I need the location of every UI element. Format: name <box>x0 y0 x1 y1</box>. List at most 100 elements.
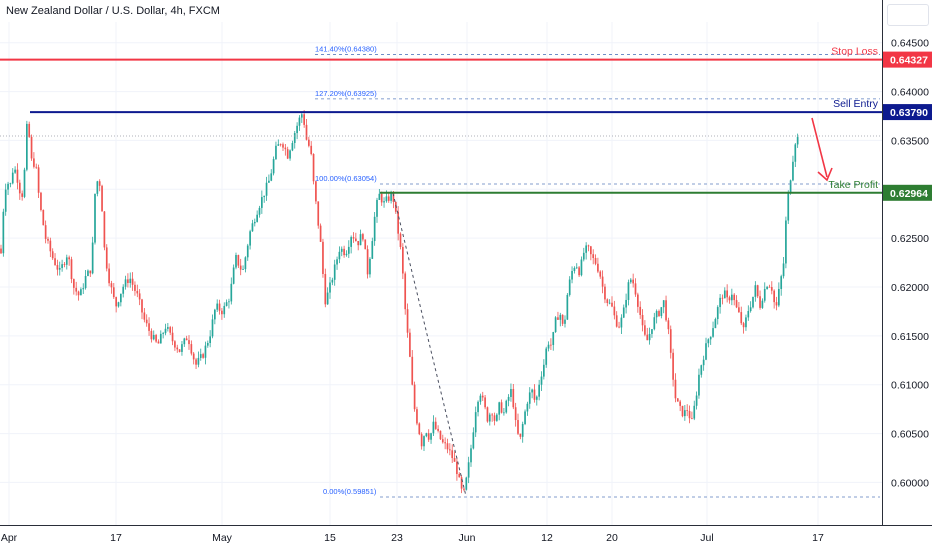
candle-body <box>197 357 200 365</box>
candle-body <box>521 424 524 437</box>
candle-body <box>265 182 268 196</box>
y-tick-label: 0.60000 <box>891 477 929 489</box>
candle-body <box>84 275 87 289</box>
candle-body <box>270 173 273 181</box>
candle-body <box>101 185 103 212</box>
candle-body <box>145 319 148 324</box>
candle-body <box>152 334 155 340</box>
candle-body <box>340 248 343 252</box>
candle-body <box>190 344 193 354</box>
candle-body <box>162 333 164 334</box>
candle-body <box>599 271 602 277</box>
candle-body <box>503 412 505 414</box>
candle-body <box>169 327 172 333</box>
candle-body <box>54 258 56 266</box>
scale-settings-button[interactable] <box>887 4 929 26</box>
y-tick-label: 0.62500 <box>891 233 929 245</box>
candle-body <box>484 397 486 408</box>
candle-body <box>514 407 517 421</box>
candle-body <box>427 433 430 440</box>
candle-body <box>597 263 599 272</box>
candle-body <box>291 143 294 151</box>
x-tick-label: 17 <box>812 532 824 544</box>
candle-body <box>218 303 221 311</box>
candle-body <box>120 293 122 303</box>
candle-body <box>538 384 540 397</box>
candle-body <box>63 264 66 265</box>
candle-body <box>629 279 632 283</box>
candle-body <box>470 448 472 463</box>
candle-body <box>430 433 432 440</box>
candle-body <box>343 248 345 256</box>
candle-body <box>651 329 653 334</box>
candle-body <box>75 287 78 292</box>
candle-body <box>105 247 108 269</box>
candle-body <box>16 169 19 183</box>
candle-body <box>413 384 416 410</box>
candle-body <box>723 290 726 299</box>
candle-body <box>456 461 458 475</box>
candle-body <box>646 334 649 341</box>
candle-body <box>747 311 750 318</box>
candle-body <box>117 302 120 307</box>
candle-body <box>364 239 367 250</box>
candle-body <box>481 395 484 398</box>
candle-body <box>251 223 254 232</box>
candle-body <box>293 133 296 144</box>
candle-body <box>441 439 444 443</box>
candle-body <box>660 307 663 316</box>
candle-body <box>289 150 291 159</box>
candle-body <box>416 409 418 424</box>
candle-body <box>738 307 740 313</box>
candle-body <box>639 306 642 315</box>
candle-body <box>411 356 414 385</box>
candle-body <box>136 290 139 294</box>
candle-body <box>787 193 790 221</box>
candle-body <box>458 474 461 478</box>
candle-body <box>592 254 595 258</box>
candle-body <box>206 342 209 346</box>
candle-body <box>669 329 672 353</box>
candle-body <box>775 302 778 306</box>
candle-body <box>620 317 623 328</box>
x-tick-label: Jun <box>459 532 476 544</box>
candle-body <box>298 117 301 126</box>
candle-body <box>26 123 28 170</box>
candle-body <box>362 234 364 240</box>
candle-body <box>317 201 320 226</box>
candle-body <box>127 279 129 284</box>
candle-body <box>42 210 45 226</box>
candle-body <box>185 338 188 341</box>
candle-body <box>500 402 503 413</box>
fib-trend-line <box>392 193 467 497</box>
candle-body <box>465 477 468 490</box>
candle-body <box>770 287 773 291</box>
candle-body <box>383 201 385 203</box>
fib-level-label: 100.00%(0.63054) <box>315 174 377 183</box>
candle-body <box>338 251 341 260</box>
candle-body <box>122 286 125 294</box>
candle-body <box>761 300 764 308</box>
candle-body <box>789 180 792 194</box>
candle-body <box>87 270 89 276</box>
candle-body <box>286 149 289 159</box>
candle-body <box>164 328 167 334</box>
candle-body <box>566 294 569 320</box>
candle-body <box>716 307 719 320</box>
candle-body <box>355 238 357 242</box>
candle-body <box>463 488 465 490</box>
candle-body <box>590 246 592 255</box>
x-tick-label: 15 <box>324 532 336 544</box>
candle-body <box>559 314 562 320</box>
candle-body <box>70 259 73 280</box>
candle-body <box>533 389 536 400</box>
candle-body <box>780 276 783 289</box>
candle-body <box>131 278 134 285</box>
candle-body <box>183 338 186 345</box>
candle-body <box>333 264 336 280</box>
candle-body <box>80 289 82 296</box>
y-tick-label: 0.64500 <box>891 38 929 50</box>
candle-body <box>4 189 7 212</box>
